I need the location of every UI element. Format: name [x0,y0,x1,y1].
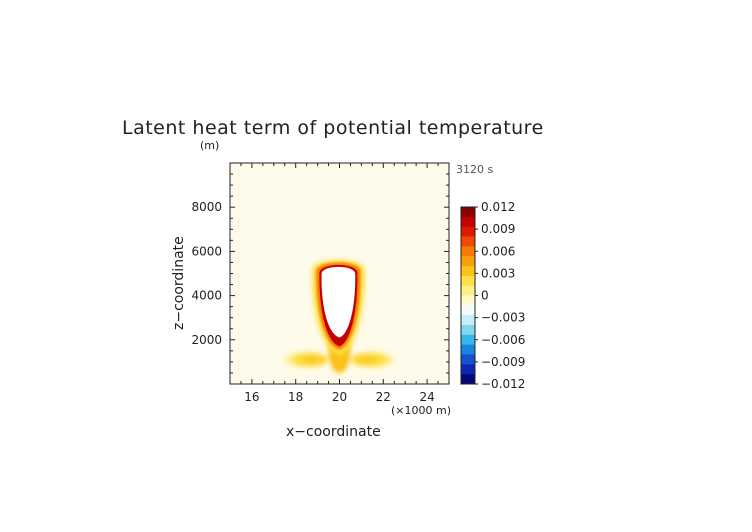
x-unit-label: (×1000 m) [391,404,451,417]
colorbar-swatch [461,256,475,267]
colorbar-swatch [461,266,475,277]
colorbar-swatch [461,364,475,375]
colorbar-tick-label: −0.012 [481,377,525,391]
y-tick-label: 2000 [191,333,222,347]
colorbar-tick-label: 0.012 [481,200,515,214]
colorbar-swatch [461,226,475,237]
colorbar-tick-label: −0.006 [481,333,525,347]
colorbar-swatch [461,246,475,257]
left-low-heating [278,351,329,369]
x-tick-label: 16 [244,390,259,404]
y-tick-label: 6000 [191,244,222,258]
x-tick-label: 18 [288,390,303,404]
x-tick-label: 22 [376,390,391,404]
colorbar-tick-label: −0.009 [481,355,525,369]
x-tick-label: 20 [332,390,347,404]
x-tick-label: 24 [419,390,434,404]
colorbar [460,206,476,385]
heatmap-field [278,259,401,373]
colorbar-swatch [461,295,475,306]
colorbar-tick-label: 0.009 [481,222,515,236]
colorbar-swatch [461,305,475,316]
colorbar-swatch [461,334,475,346]
right-low-heating [350,351,401,369]
y-ticks: 2000 4000 6000 8000 [191,173,449,374]
x-axis-label: x−coordinate [286,424,381,440]
colorbar-tick-label: 0.003 [481,266,515,280]
colorbar-tick-label: 0 [481,289,489,303]
chart-title: Latent heat term of potential temperatur… [122,117,544,139]
colorbar-swatch [461,275,475,287]
colorbar-swatch [461,325,475,336]
plot-area [230,163,449,384]
x-ticks: 16 18 20 22 24 [240,163,439,404]
colorbar-swatch [461,216,475,228]
colorbar-swatch [461,344,475,355]
colorbar-swatch [461,315,475,326]
colorbar-swatch [461,207,475,218]
time-label: 3120 s [456,163,493,176]
y-tick-label: 8000 [191,200,222,214]
colorbar-ticks: 0.012 0.009 0.006 0.003 0 −0.003 −0.006 −0.009 −… [475,200,525,391]
colorbar-swatch [461,354,475,365]
colorbar-swatch [461,374,475,385]
cloud-core-saturated [321,266,356,338]
colorbar-tick-label: −0.003 [481,311,525,325]
y-tick-label: 4000 [191,289,222,303]
y-axis-label: z−coordinate [171,236,187,330]
colorbar-swatch [461,285,475,296]
colorbar-tick-label: 0.006 [481,244,515,258]
y-unit-label: (m) [200,139,219,152]
colorbar-swatch [461,236,475,247]
